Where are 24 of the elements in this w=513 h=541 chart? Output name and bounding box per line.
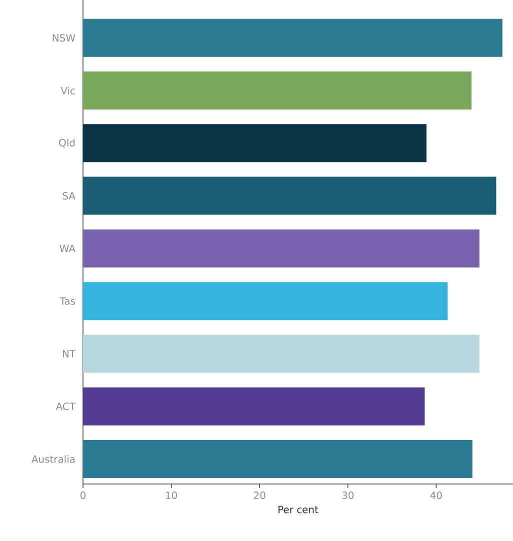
x-tick-label: 40 xyxy=(430,492,442,500)
x-tick-label: 30 xyxy=(342,492,354,500)
y-tick-label: WA xyxy=(60,244,76,252)
bar xyxy=(83,18,502,57)
y-tick-label: Qld xyxy=(59,138,75,148)
bar xyxy=(83,229,480,268)
bar xyxy=(83,282,448,320)
x-axis-title: Per cent xyxy=(278,506,318,514)
bar xyxy=(83,334,480,373)
y-tick-label: SA xyxy=(62,192,76,200)
x-tick-label: 0 xyxy=(80,492,86,500)
y-tick-label: Tas xyxy=(60,297,75,305)
bar xyxy=(83,176,496,215)
bar xyxy=(83,440,472,478)
y-tick-label: ACT xyxy=(56,402,76,410)
y-tick-label: Australia xyxy=(31,455,75,463)
x-tick-label: 10 xyxy=(166,492,177,500)
y-tick-label: NT xyxy=(62,350,76,358)
y-tick-label: Vic xyxy=(60,86,75,94)
y-tick-label: NSW xyxy=(52,34,76,42)
bar xyxy=(83,387,425,426)
bar xyxy=(83,124,426,162)
x-tick-label: 20 xyxy=(254,492,266,500)
bar xyxy=(83,72,472,110)
